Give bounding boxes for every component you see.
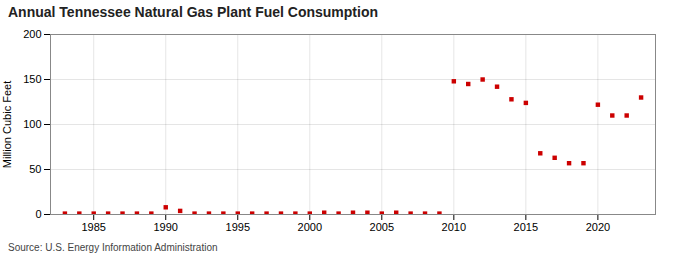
- svg-text:2000: 2000: [298, 221, 322, 233]
- svg-text:0: 0: [35, 208, 41, 220]
- svg-text:2020: 2020: [586, 221, 610, 233]
- svg-text:50: 50: [29, 163, 41, 175]
- svg-text:1995: 1995: [226, 221, 250, 233]
- html-text:Source: U.S. Energy Informatio: Source: U.S. Energy Information Administ…: [8, 242, 218, 253]
- html-text:Annual Tennessee Natural Gas P: Annual Tennessee Natural Gas Plant Fuel …: [8, 4, 378, 20]
- svg-text:Million Cubic Feet: Million Cubic Feet: [1, 81, 13, 168]
- svg-text:200: 200: [23, 28, 41, 40]
- svg-text:2010: 2010: [442, 221, 466, 233]
- svg-text:2005: 2005: [370, 221, 394, 233]
- svg-text:2015: 2015: [514, 221, 538, 233]
- svg-text:150: 150: [23, 73, 41, 85]
- svg-text:100: 100: [23, 118, 41, 130]
- svg-text:1985: 1985: [81, 221, 105, 233]
- svg-text:1990: 1990: [153, 221, 177, 233]
